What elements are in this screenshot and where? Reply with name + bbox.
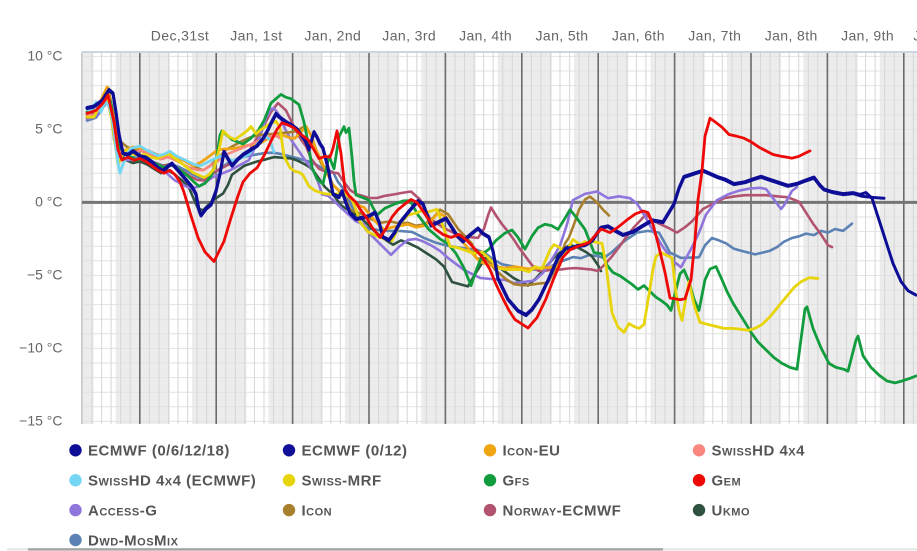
svg-text:Gem: Gem [712, 473, 742, 490]
svg-text:ECMWF (0/12): ECMWF (0/12) [302, 443, 408, 460]
svg-text:Icon: Icon [302, 503, 333, 520]
svg-text:−15 °C: −15 °C [19, 412, 62, 428]
svg-text:10 °C: 10 °C [27, 47, 62, 63]
svg-text:5 °C: 5 °C [35, 120, 62, 136]
svg-text:Jan, 7th: Jan, 7th [688, 28, 741, 44]
svg-text:SwissHD 4x4: SwissHD 4x4 [712, 443, 806, 460]
svg-text:Jan, 5th: Jan, 5th [535, 28, 588, 44]
svg-text:Gfs: Gfs [503, 473, 530, 490]
svg-text:Swiss-MRF: Swiss-MRF [302, 473, 382, 490]
svg-text:SwissHD 4x4 (ECMWF): SwissHD 4x4 (ECMWF) [88, 473, 256, 490]
svg-text:Jan, 6th: Jan, 6th [612, 28, 665, 44]
svg-text:Jan, 1st: Jan, 1st [230, 28, 282, 44]
svg-text:0 °C: 0 °C [35, 193, 62, 209]
svg-text:Access-G: Access-G [88, 503, 157, 520]
svg-text:−10 °C: −10 °C [19, 339, 62, 355]
svg-text:Jan, 8th: Jan, 8th [765, 28, 818, 44]
svg-text:ECMWF (0/6/12/18): ECMWF (0/6/12/18) [88, 443, 230, 460]
svg-text:Jan, 10th: Jan, 10th [913, 28, 917, 44]
svg-text:Norway-ECMWF: Norway-ECMWF [503, 503, 622, 520]
svg-text:Jan, 2nd: Jan, 2nd [304, 28, 361, 44]
svg-text:Ukmo: Ukmo [712, 503, 751, 520]
svg-text:Icon-EU: Icon-EU [503, 443, 561, 460]
svg-text:Dwd-MosMix: Dwd-MosMix [88, 532, 179, 549]
svg-text:−5 °C: −5 °C [27, 266, 63, 282]
svg-text:Jan, 3rd: Jan, 3rd [382, 28, 436, 44]
svg-text:Dec,31st: Dec,31st [151, 28, 209, 44]
svg-text:Jan, 9th: Jan, 9th [841, 28, 894, 44]
svg-text:Jan, 4th: Jan, 4th [459, 28, 512, 44]
